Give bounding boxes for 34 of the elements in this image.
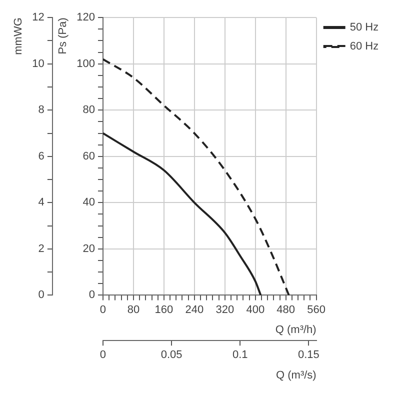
line-series [102,132,262,296]
x2-tick-label: 0.05 [160,349,182,362]
x-tick-label: 80 [127,304,140,316]
y2-tick-label: 4 [38,196,44,209]
y-tick-label: 60 [82,150,95,162]
line-series [102,58,290,296]
y-tick-label: 80 [82,104,95,116]
y2-tick-label: 2 [38,242,44,255]
x-tick-label: 480 [276,304,296,316]
x2-tick-label: 0.15 [298,349,320,362]
x-tick-label: 560 [307,304,326,316]
y2-tick-label: 8 [38,104,44,116]
legend-label: 60 Hz [350,40,379,53]
y-tick-label: 40 [82,196,95,209]
x-tick-label: 240 [185,304,204,316]
y-tick-label: 0 [88,289,95,302]
y-tick-label: 120 [76,12,95,24]
y2-tick-label: 10 [32,58,44,70]
y2-tick-label: 12 [32,12,44,24]
x-axis-title: Q (m³/h) [275,324,316,336]
x-tick-label: 400 [246,304,265,316]
x2-tick-label: 0.1 [232,349,248,362]
x-tick-label: 320 [216,304,234,316]
x2-tick-label: 0 [100,349,106,362]
y-tick-label: 20 [82,242,95,255]
y-axis-title: Ps (Pa) [57,18,70,54]
y2-tick-label: 6 [38,150,44,162]
y2-axis-title: mmWG [12,18,25,55]
legend-label: 50 Hz [350,22,379,34]
x2-axis-title: Q (m³/s) [276,369,316,382]
y2-tick-label: 0 [38,289,44,302]
x-tick-label: 160 [154,304,174,316]
x-tick-label: 0 [100,304,106,316]
y-tick-label: 100 [76,58,95,70]
